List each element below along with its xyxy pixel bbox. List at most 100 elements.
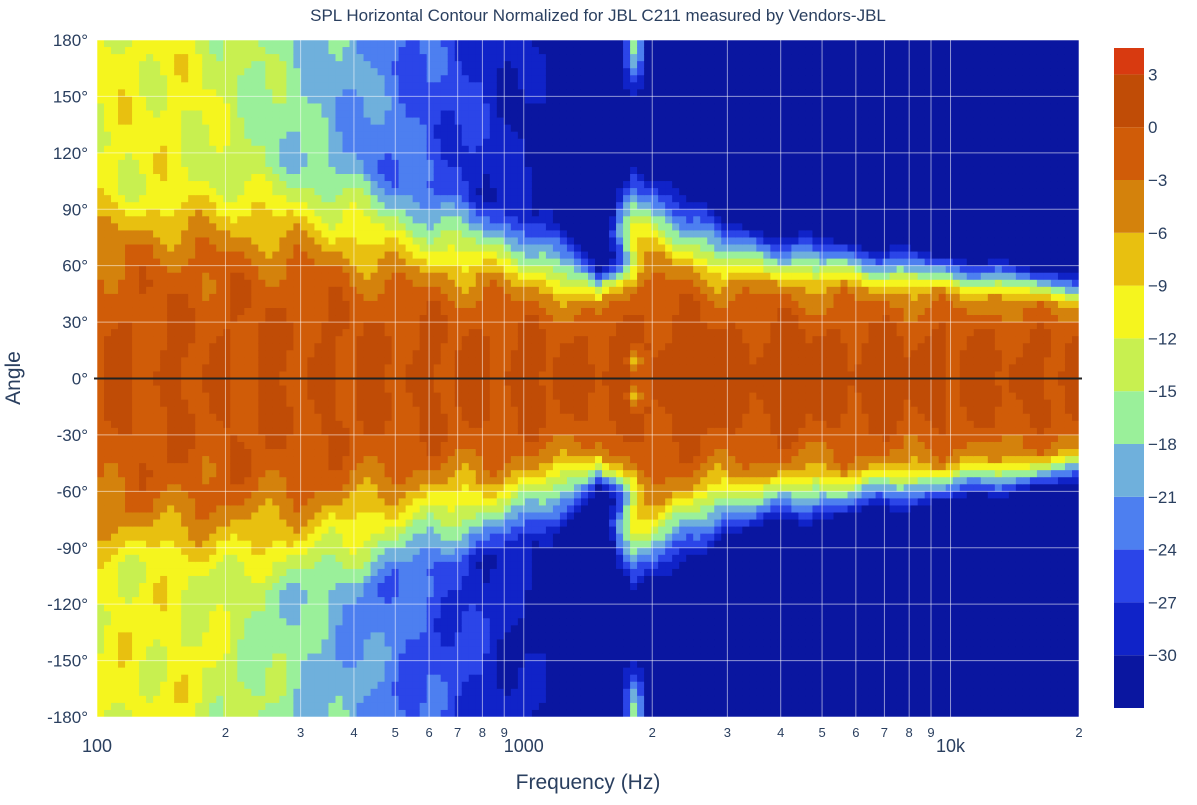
contour-cell xyxy=(440,625,449,633)
contour-cell xyxy=(440,399,449,408)
contour-cell xyxy=(272,188,280,196)
contour-cell xyxy=(377,202,386,210)
contour-cell xyxy=(377,378,386,387)
contour-cell xyxy=(300,357,309,365)
contour-cell xyxy=(398,82,407,90)
contour-cell xyxy=(174,357,182,365)
contour-cell xyxy=(440,639,449,648)
contour-cell xyxy=(258,709,266,717)
contour-cell xyxy=(328,519,337,528)
contour-cell xyxy=(195,709,203,717)
contour-cell xyxy=(223,681,231,690)
contour-cell xyxy=(174,350,182,358)
contour-cell xyxy=(405,695,414,704)
contour-cell xyxy=(412,597,421,605)
contour-cell xyxy=(440,653,449,662)
contour-cell xyxy=(286,491,294,499)
contour-cell xyxy=(181,385,189,394)
contour-cell xyxy=(216,279,224,288)
contour-cell xyxy=(279,82,287,90)
contour-cell xyxy=(174,286,182,295)
contour-cell xyxy=(230,103,238,112)
contour-cell xyxy=(349,611,358,619)
contour-cell xyxy=(349,667,358,676)
contour-cell xyxy=(216,632,224,641)
contour-cell xyxy=(286,477,294,485)
contour-cell xyxy=(314,265,323,274)
contour-cell xyxy=(377,47,386,55)
contour-cell xyxy=(118,329,126,337)
contour-cell xyxy=(321,131,330,140)
contour-cell xyxy=(412,639,421,648)
contour-cell xyxy=(314,632,323,641)
contour-cell xyxy=(244,166,252,175)
contour-cell xyxy=(293,307,302,316)
contour-cell xyxy=(398,152,407,161)
contour-cell xyxy=(426,364,435,373)
contour-cell xyxy=(314,329,323,337)
contour-cell xyxy=(118,385,126,394)
contour-cell xyxy=(118,364,126,373)
contour-cell xyxy=(195,258,203,267)
contour-cell xyxy=(104,103,112,112)
contour-cell xyxy=(125,173,133,182)
contour-cell xyxy=(398,61,407,69)
contour-cell xyxy=(440,477,449,485)
contour-cell xyxy=(237,604,245,612)
contour-cell xyxy=(447,625,456,633)
contour-cell xyxy=(160,89,168,98)
contour-cell xyxy=(230,681,238,690)
contour-cell xyxy=(258,554,266,563)
contour-cell xyxy=(132,258,140,267)
contour-cell xyxy=(335,561,344,570)
contour-cell xyxy=(258,329,266,337)
contour-cell xyxy=(104,392,112,401)
contour-cell xyxy=(440,75,449,83)
contour-cell xyxy=(244,625,252,633)
contour-cell xyxy=(237,75,245,83)
contour-cell xyxy=(370,632,379,641)
contour-cell xyxy=(300,159,309,168)
contour-cell xyxy=(153,456,161,464)
contour-cell xyxy=(223,244,231,253)
contour-cell xyxy=(237,61,245,69)
contour-cell xyxy=(118,597,126,605)
contour-cell xyxy=(230,110,238,119)
contour-cell xyxy=(349,54,358,62)
contour-cell xyxy=(419,279,428,288)
contour-cell xyxy=(412,61,421,69)
contour-cell xyxy=(405,188,414,196)
contour-cell xyxy=(251,82,259,90)
contour-cell xyxy=(314,646,323,655)
contour-cell xyxy=(321,300,330,309)
contour-cell xyxy=(272,575,280,584)
contour-cell xyxy=(307,611,316,619)
contour-cell xyxy=(307,307,316,316)
contour-cell xyxy=(139,371,147,380)
contour-cell xyxy=(293,138,302,147)
contour-cell xyxy=(314,519,323,528)
contour-cell xyxy=(167,695,175,704)
contour-cell xyxy=(279,406,287,415)
contour-cell xyxy=(230,82,238,90)
contour-cell xyxy=(363,505,372,514)
contour-cell xyxy=(272,590,280,598)
contour-cell xyxy=(349,103,358,112)
contour-cell xyxy=(447,583,456,591)
contour-cell xyxy=(139,131,147,140)
contour-cell xyxy=(153,110,161,119)
contour-cell xyxy=(398,251,407,260)
contour-cell xyxy=(258,484,266,492)
contour-cell xyxy=(104,604,112,612)
contour-cell xyxy=(321,554,330,563)
contour-cell xyxy=(111,223,119,231)
contour-cell xyxy=(349,343,358,351)
contour-cell xyxy=(223,597,231,605)
contour-cell xyxy=(146,54,154,62)
contour-cell xyxy=(279,40,287,48)
contour-cell xyxy=(244,512,252,521)
contour-cell xyxy=(279,300,287,309)
contour-cell xyxy=(328,68,337,76)
contour-cell xyxy=(405,392,414,401)
contour-cell xyxy=(321,434,330,443)
